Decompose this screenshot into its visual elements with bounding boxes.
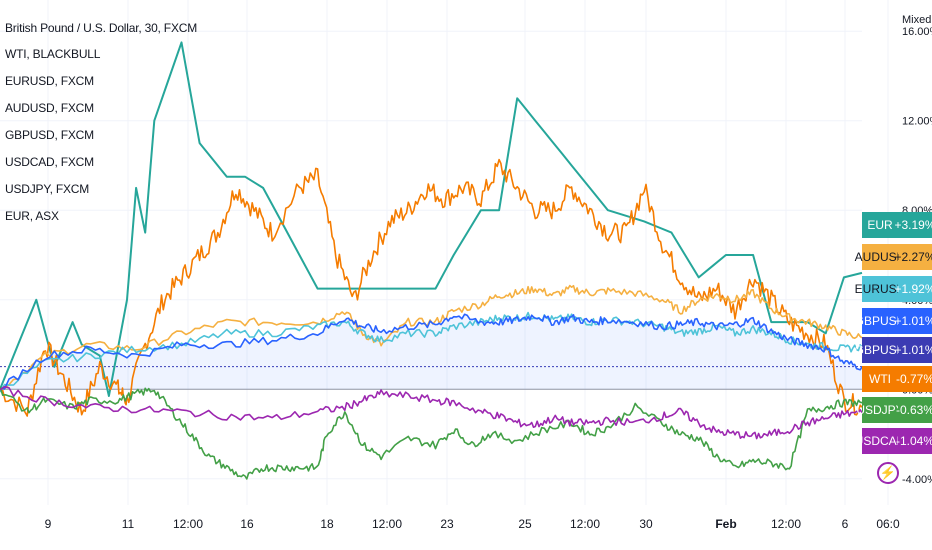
badge-gbpusd: GBPUSD +1.01% <box>855 308 932 334</box>
badge-usdcad: USDCAD -1.04% <box>855 428 932 454</box>
x-tick-label: 18 <box>320 517 334 531</box>
badge-value: +1.92% <box>894 276 932 302</box>
x-tick-label: 23 <box>440 517 454 531</box>
x-tick-label: 12:00 <box>570 517 600 531</box>
badge-symbol: WTI <box>862 366 898 392</box>
badge-eur: EUR +3.19% <box>862 212 932 238</box>
x-tick-label: 11 <box>122 517 135 531</box>
x-tick-label: 12:00 <box>372 517 402 531</box>
legend: British Pound / U.S. Dollar, 30, FXCM WT… <box>5 20 197 235</box>
badge-symbol: EURUSD <box>855 276 905 302</box>
legend-item-usdjpy[interactable]: USDJPY, FXCM <box>5 182 90 196</box>
badge-value: -1.04% <box>896 428 932 454</box>
series-line-gbpusd[interactable] <box>0 313 863 390</box>
badge-gbpusd-main: GBPUSD +1.01% <box>855 337 932 363</box>
y-tick-label: -4.00% <box>902 474 932 486</box>
legend-item-usdcad[interactable]: USDCAD, FXCM <box>5 155 94 169</box>
badge-wti: WTI -0.77% <box>862 366 932 392</box>
area-fill <box>0 314 862 390</box>
badge-symbol: AUDUSD <box>855 244 905 270</box>
series-lines <box>0 41 863 480</box>
x-axis: 9 11 12:00 16 18 12:00 23 25 12:00 30 Feb 12:00 6 06:… <box>45 517 900 531</box>
y-tick-label: 12.00% <box>902 116 932 128</box>
x-tick-label: 9 <box>45 517 52 531</box>
legend-item-gbpusd[interactable]: GBPUSD, FXCM <box>5 128 94 142</box>
series-line-usdcad[interactable] <box>0 385 863 440</box>
badge-audusd: AUDUSD +2.27% <box>855 244 932 270</box>
legend-item-audusd[interactable]: AUDUSD, FXCM <box>5 101 94 115</box>
badge-symbol: GBPUSD <box>855 337 905 363</box>
scale-mode-label[interactable]: Mixed <box>902 14 932 26</box>
legend-item-wti[interactable]: WTI, BLACKBULL <box>5 47 101 61</box>
lightning-icon[interactable]: ⚡ <box>877 462 899 484</box>
x-tick-label: 16 <box>240 517 254 531</box>
badge-eurusd: EURUSD +1.92% <box>855 276 932 302</box>
badge-symbol: USDCAD <box>855 428 905 454</box>
badge-usdjpy: USDJPY -0.63% <box>856 397 932 423</box>
legend-item-eurusd[interactable]: EURUSD, FXCM <box>5 74 94 88</box>
grid <box>0 0 889 505</box>
badge-value: +2.27% <box>894 244 932 270</box>
badge-value: -0.63% <box>896 397 932 423</box>
x-tick-label: Feb <box>715 517 736 531</box>
badge-symbol: USDJPY <box>856 397 904 423</box>
badge-symbol: EUR <box>862 212 898 238</box>
y-tick-label: 16.00% <box>902 26 932 38</box>
badge-value: +3.19% <box>894 212 932 238</box>
series-area-gbpusd <box>0 314 862 390</box>
x-tick-label: 6 <box>842 517 849 531</box>
series-line-eur[interactable] <box>0 41 863 397</box>
series-line-usdjpy[interactable] <box>0 386 863 480</box>
x-tick-label: 06:0 <box>876 517 900 531</box>
badge-value: -0.77% <box>896 366 932 392</box>
badge-value: +1.01% <box>894 308 932 334</box>
badge-symbol: GBPUSD <box>855 308 905 334</box>
x-tick-label: 25 <box>518 517 532 531</box>
x-tick-label: 30 <box>639 517 653 531</box>
series-line-audusd[interactable] <box>0 284 863 390</box>
x-tick-label: 12:00 <box>173 517 203 531</box>
x-tick-label: 12:00 <box>771 517 801 531</box>
badge-value: +1.01% <box>894 337 932 363</box>
legend-item-eur[interactable]: EUR, ASX <box>5 209 59 223</box>
legend-main-symbol[interactable]: British Pound / U.S. Dollar, 30, FXCM <box>5 21 198 35</box>
